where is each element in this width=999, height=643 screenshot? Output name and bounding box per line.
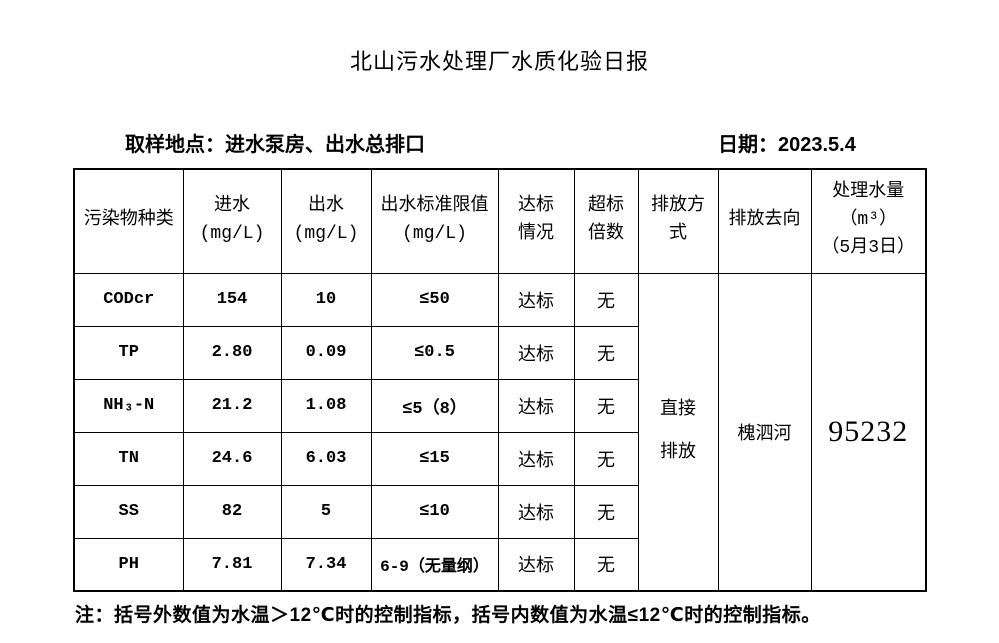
cell-limit: ≤15 xyxy=(370,431,499,486)
cell-influent: 7.81 xyxy=(182,537,282,592)
header-exceedance: 超标 倍数 xyxy=(573,168,639,274)
cell-limit: ≤0.5 xyxy=(370,325,499,380)
header-discharge-destination: 排放去向 xyxy=(717,168,812,274)
cell-effluent: 7.34 xyxy=(280,537,372,592)
cell-exceedance: 无 xyxy=(573,431,639,486)
cell-pollutant: TP xyxy=(73,325,184,380)
cell-exceedance: 无 xyxy=(573,325,639,380)
table-row-ss: SS 82 5 ≤10 达标 无 xyxy=(73,484,926,539)
header-row: 污染物种类 进水 (mg/L) 出水 (mg/L) 出水标准限值 (mg/L) … xyxy=(73,168,927,274)
cell-exceedance: 无 xyxy=(573,537,639,592)
cell-exceedance: 无 xyxy=(573,272,639,327)
cell-effluent: 10 xyxy=(280,272,372,327)
header-discharge-method: 排放方 式 xyxy=(637,168,719,274)
cell-exceedance: 无 xyxy=(573,484,639,539)
report-date-label: 日期：2023.5.4 xyxy=(718,134,856,156)
cell-limit: ≤5（8） xyxy=(370,378,499,433)
header-limit: 出水标准限值 (mg/L) xyxy=(370,168,499,274)
cell-effluent: 1.08 xyxy=(280,378,372,433)
table-row-codcr: CODcr 154 10 ≤50 达标 无 直接 排放 槐泗河 95232 xyxy=(73,272,927,592)
cell-effluent: 0.09 xyxy=(280,325,372,380)
cell-pollutant: PH xyxy=(73,537,184,592)
cell-compliance: 达标 xyxy=(497,484,575,539)
cell-pollutant: CODcr xyxy=(73,272,184,327)
cell-influent: 21.2 xyxy=(182,378,282,433)
cell-influent: 82 xyxy=(182,484,282,539)
cell-limit: ≤10 xyxy=(370,484,499,539)
cell-compliance: 达标 xyxy=(497,325,575,380)
page-title: 北山污水处理厂水质化验日报 xyxy=(349,49,649,74)
cell-effluent: 6.03 xyxy=(280,431,372,486)
sampling-location-label: 取样地点：进水泵房、出水总排口 xyxy=(125,134,425,156)
cell-pollutant: SS xyxy=(73,484,184,539)
cell-limit: 6-9（无量纲） xyxy=(370,537,499,592)
cell-compliance: 达标 xyxy=(497,378,575,433)
cell-compliance: 达标 xyxy=(497,537,575,592)
cell-compliance: 达标 xyxy=(497,272,575,327)
header-pollutant: 污染物种类 xyxy=(73,168,184,274)
cell-treated-volume: 95232 xyxy=(810,272,927,592)
cell-pollutant: NH₃-N xyxy=(73,378,184,433)
meta-row: 取样地点：进水泵房、出水总排口 日期：2023.5.4 xyxy=(0,128,999,156)
header-compliance: 达标 情况 xyxy=(497,168,575,274)
cell-effluent: 5 xyxy=(280,484,372,539)
header-influent: 进水 (mg/L) xyxy=(182,168,282,274)
cell-influent: 2.80 xyxy=(182,325,282,380)
header-treated-volume: 处理水量 （m³） （5月3日） xyxy=(810,168,927,274)
table-row-nh3n: NH₃-N 21.2 1.08 ≤5（8） 达标 无 xyxy=(73,378,926,433)
cell-discharge-destination: 槐泗河 xyxy=(717,272,812,592)
footnote: 注：括号外数值为水温＞12℃时的控制指标，括号内数值为水温≤12℃时的控制指标。 xyxy=(75,605,821,626)
cell-exceedance: 无 xyxy=(573,378,639,433)
cell-discharge-method: 直接 排放 xyxy=(637,272,719,592)
table-row-tp: TP 2.80 0.09 ≤0.5 达标 无 xyxy=(73,325,926,380)
cell-influent: 24.6 xyxy=(182,431,282,486)
table-row-ph: PH 7.81 7.34 6-9（无量纲） 达标 无 xyxy=(73,537,926,592)
table-row-tn: TN 24.6 6.03 ≤15 达标 无 xyxy=(73,431,926,486)
cell-limit: ≤50 xyxy=(370,272,499,327)
cell-influent: 154 xyxy=(182,272,282,327)
cell-compliance: 达标 xyxy=(497,431,575,486)
water-quality-table: 污染物种类 进水 (mg/L) 出水 (mg/L) 出水标准限值 (mg/L) … xyxy=(73,168,927,592)
cell-pollutant: TN xyxy=(73,431,184,486)
header-effluent: 出水 (mg/L) xyxy=(280,168,372,274)
